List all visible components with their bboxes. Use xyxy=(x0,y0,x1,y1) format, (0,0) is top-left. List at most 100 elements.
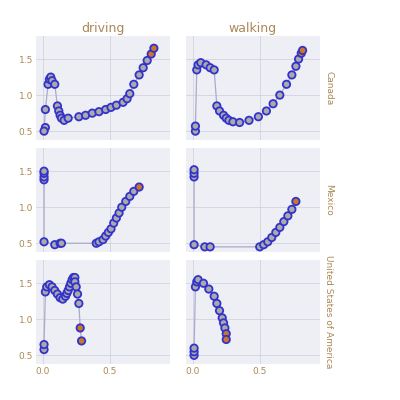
Point xyxy=(108,104,114,110)
Point xyxy=(130,81,137,88)
Point xyxy=(105,229,112,236)
Point xyxy=(192,284,199,290)
Point xyxy=(62,293,69,300)
Point xyxy=(46,76,52,82)
Point xyxy=(68,280,74,286)
Point xyxy=(194,67,200,73)
Point xyxy=(191,242,197,248)
Point xyxy=(124,96,130,102)
Point xyxy=(191,345,197,351)
Point xyxy=(72,279,78,285)
Point xyxy=(220,320,227,326)
Point xyxy=(195,62,201,68)
Point xyxy=(48,74,54,80)
Point xyxy=(102,106,109,113)
Point xyxy=(49,78,55,84)
Point xyxy=(260,242,267,248)
Point xyxy=(41,346,47,353)
Point xyxy=(44,284,50,290)
Point xyxy=(41,168,47,174)
Point xyxy=(191,170,197,176)
Point xyxy=(230,118,236,125)
Point xyxy=(42,124,48,131)
Title: walking: walking xyxy=(229,22,277,35)
Point xyxy=(46,282,52,288)
Point xyxy=(200,280,207,286)
Point xyxy=(65,287,71,294)
Point xyxy=(144,57,150,64)
Point xyxy=(191,166,197,173)
Point xyxy=(277,224,283,230)
Point xyxy=(70,274,77,281)
Point xyxy=(60,296,66,302)
Point xyxy=(255,114,262,120)
Point xyxy=(203,62,209,68)
Point xyxy=(77,325,84,331)
Point xyxy=(293,198,299,205)
Point xyxy=(298,50,304,56)
Point xyxy=(41,170,47,176)
Point xyxy=(72,274,78,281)
Point xyxy=(41,174,47,180)
Point xyxy=(74,291,81,297)
Point xyxy=(270,100,276,107)
Point xyxy=(283,81,290,88)
Point xyxy=(96,108,102,115)
Point xyxy=(151,45,157,52)
Point xyxy=(214,103,220,109)
Point xyxy=(264,239,271,245)
Point xyxy=(198,60,204,66)
Point xyxy=(136,184,142,190)
Point xyxy=(66,284,73,290)
Point xyxy=(295,56,302,62)
Point xyxy=(281,218,287,225)
Point xyxy=(140,64,146,71)
Point xyxy=(256,244,263,250)
Point xyxy=(206,286,212,292)
Point xyxy=(58,240,65,246)
Point xyxy=(222,325,228,331)
Point xyxy=(61,117,67,124)
Point xyxy=(226,117,232,124)
Point xyxy=(54,291,61,297)
Point xyxy=(41,239,47,245)
Point xyxy=(216,108,223,114)
Point xyxy=(57,240,63,246)
Point xyxy=(116,210,122,216)
Point xyxy=(96,239,102,245)
Point xyxy=(52,81,58,88)
Point xyxy=(136,72,142,78)
Point xyxy=(42,106,48,113)
Point xyxy=(207,244,213,250)
Point xyxy=(211,67,217,73)
Point xyxy=(192,128,199,134)
Point xyxy=(69,276,75,283)
Point xyxy=(118,204,125,210)
Point xyxy=(223,330,230,337)
Point xyxy=(82,112,89,118)
Point xyxy=(42,289,48,295)
Point xyxy=(100,236,106,243)
Point xyxy=(191,352,197,358)
Point xyxy=(289,72,295,78)
Point xyxy=(277,92,283,98)
Point xyxy=(289,206,295,212)
Point xyxy=(41,341,47,348)
Point xyxy=(223,336,230,343)
Point xyxy=(76,300,82,307)
Point xyxy=(216,308,223,314)
Point xyxy=(56,108,62,114)
Point xyxy=(110,220,117,226)
Point xyxy=(57,112,63,118)
Point xyxy=(65,115,71,121)
Point xyxy=(93,240,100,246)
Point xyxy=(54,103,61,109)
Point xyxy=(191,174,197,180)
Point xyxy=(263,108,270,114)
Point xyxy=(194,279,200,285)
Point xyxy=(49,284,55,290)
Point xyxy=(293,63,299,70)
Point xyxy=(285,213,291,219)
Point xyxy=(236,119,243,126)
Point xyxy=(113,102,120,108)
